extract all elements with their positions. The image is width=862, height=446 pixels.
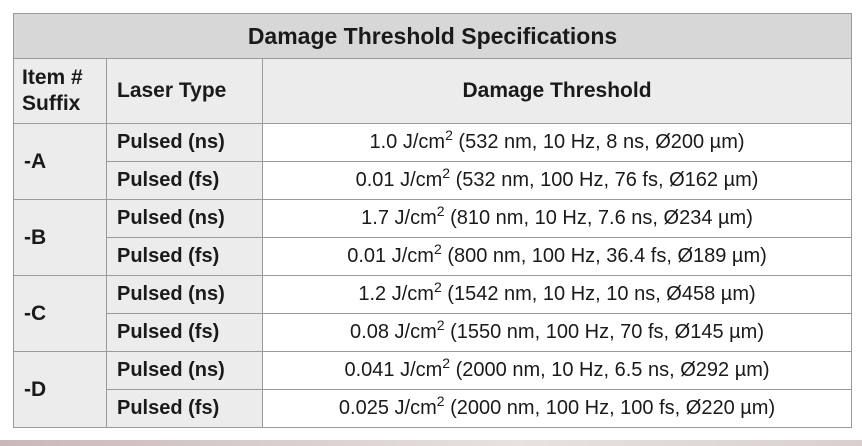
laser-type-cell: Pulsed (fs) xyxy=(106,313,263,352)
item-suffix-cell: -B xyxy=(13,199,107,276)
header-item-suffix-line2: Suffix xyxy=(22,92,81,115)
laser-type-cell: Pulsed (fs) xyxy=(106,161,263,200)
table-row: Pulsed (fs) 0.025 J/cm2 (2000 nm, 100 Hz… xyxy=(14,389,853,428)
threshold-unit-exponent: 2 xyxy=(445,127,453,143)
laser-type-cell: Pulsed (fs) xyxy=(106,237,263,276)
threshold-unit: J/cm xyxy=(391,283,434,305)
table-row: Pulsed (fs) 0.01 J/cm2 (800 nm, 100 Hz, … xyxy=(14,237,853,276)
threshold-conditions: (800 nm, 100 Hz, 36.4 fs, Ø189 µm) xyxy=(441,245,767,267)
threshold-conditions: (532 nm, 100 Hz, 76 fs, Ø162 µm) xyxy=(450,169,759,191)
table-title: Damage Threshold Specifications xyxy=(12,13,853,59)
item-suffix-cell: -C xyxy=(13,275,107,352)
threshold-unit-exponent: 2 xyxy=(442,355,451,371)
bottom-edge-strip xyxy=(0,440,862,446)
threshold-conditions: (1542 nm, 10 Hz, 10 ns, Ø458 µm) xyxy=(441,283,756,305)
damage-threshold-table-container: Damage Threshold Specifications Item # S… xyxy=(12,13,853,428)
damage-threshold-cell: 0.025 J/cm2 (2000 nm, 100 Hz, 100 fs, Ø2… xyxy=(261,389,853,428)
header-damage-threshold: Damage Threshold xyxy=(261,58,853,124)
item-suffix-cell: -A xyxy=(13,123,107,200)
table-row: -A Pulsed (ns) 1.0 J/cm2 (532 nm, 10 Hz,… xyxy=(13,123,853,200)
damage-threshold-cell: 0.01 J/cm2 (800 nm, 100 Hz, 36.4 fs, Ø18… xyxy=(261,237,853,276)
table-row: -B Pulsed (ns) 1.7 J/cm2 (810 nm, 10 Hz,… xyxy=(13,199,853,276)
title-row: Damage Threshold Specifications xyxy=(12,13,853,59)
threshold-unit: J/cm xyxy=(400,359,443,381)
threshold-value: 0.041 xyxy=(344,359,395,381)
threshold-value: 0.01 xyxy=(347,245,387,267)
header-laser-type: Laser Type xyxy=(106,58,263,124)
table-row: Pulsed (fs) 0.01 J/cm2 (532 nm, 100 Hz, … xyxy=(14,161,853,200)
damage-threshold-cell: 1.2 J/cm2 (1542 nm, 10 Hz, 10 ns, Ø458 µ… xyxy=(261,275,853,314)
item-suffix-cell: -D xyxy=(13,351,107,428)
laser-type-cell: Pulsed (ns) xyxy=(106,351,263,390)
threshold-unit-exponent: 2 xyxy=(433,279,442,295)
damage-threshold-cell: 0.08 J/cm2 (1550 nm, 100 Hz, 70 fs, Ø145… xyxy=(261,313,853,352)
table-row: -C Pulsed (ns) 1.2 J/cm2 (1542 nm, 10 Hz… xyxy=(13,275,853,352)
damage-threshold-table: Damage Threshold Specifications Item # S… xyxy=(12,13,853,428)
threshold-conditions: (2000 nm, 10 Hz, 6.5 ns, Ø292 µm) xyxy=(450,359,770,381)
header-item-suffix-line1: Item # xyxy=(22,66,83,89)
threshold-unit: J/cm xyxy=(391,245,434,267)
threshold-unit: J/cm xyxy=(394,207,437,229)
threshold-unit: J/cm xyxy=(394,321,437,343)
threshold-unit: J/cm xyxy=(402,131,446,153)
threshold-conditions: (810 nm, 10 Hz, 7.6 ns, Ø234 µm) xyxy=(444,207,753,229)
threshold-unit-exponent: 2 xyxy=(436,317,445,333)
threshold-value: 0.08 xyxy=(350,321,389,343)
damage-threshold-cell: 1.7 J/cm2 (810 nm, 10 Hz, 7.6 ns, Ø234 µ… xyxy=(261,199,853,238)
threshold-conditions: (2000 nm, 100 Hz, 100 fs, Ø220 µm) xyxy=(444,397,776,419)
laser-type-cell: Pulsed (fs) xyxy=(106,389,263,428)
laser-type-cell: Pulsed (ns) xyxy=(106,199,263,238)
threshold-conditions: (1550 nm, 100 Hz, 70 fs, Ø145 µm) xyxy=(444,321,764,343)
laser-type-cell: Pulsed (ns) xyxy=(106,123,263,162)
table-row: -D Pulsed (ns) 0.041 J/cm2 (2000 nm, 10 … xyxy=(13,351,853,428)
threshold-value: 1.0 xyxy=(369,131,398,153)
damage-threshold-cell: 0.041 J/cm2 (2000 nm, 10 Hz, 6.5 ns, Ø29… xyxy=(261,351,853,390)
threshold-unit-exponent: 2 xyxy=(433,241,442,257)
damage-threshold-cell: 1.0 J/cm2 (532 nm, 10 Hz, 8 ns, Ø200 µm) xyxy=(261,123,853,162)
table-row: Pulsed (fs) 0.08 J/cm2 (1550 nm, 100 Hz,… xyxy=(14,313,853,352)
threshold-value: 0.025 xyxy=(338,397,389,419)
damage-threshold-cell: 0.01 J/cm2 (532 nm, 100 Hz, 76 fs, Ø162 … xyxy=(261,161,853,200)
threshold-unit: J/cm xyxy=(394,397,437,419)
threshold-value: 1.7 xyxy=(361,207,389,229)
table-body: -A Pulsed (ns) 1.0 J/cm2 (532 nm, 10 Hz,… xyxy=(13,123,853,428)
threshold-unit-exponent: 2 xyxy=(436,203,445,219)
threshold-unit-exponent: 2 xyxy=(442,165,451,181)
header-item-suffix: Item # Suffix xyxy=(13,58,107,124)
threshold-unit-exponent: 2 xyxy=(436,393,445,409)
threshold-value: 1.2 xyxy=(358,283,387,305)
threshold-unit: J/cm xyxy=(400,169,443,191)
header-row: Item # Suffix Laser Type Damage Threshol… xyxy=(13,58,853,124)
threshold-value: 0.01 xyxy=(355,169,395,191)
laser-type-cell: Pulsed (ns) xyxy=(106,275,263,314)
threshold-conditions: (532 nm, 10 Hz, 8 ns, Ø200 µm) xyxy=(452,131,745,153)
